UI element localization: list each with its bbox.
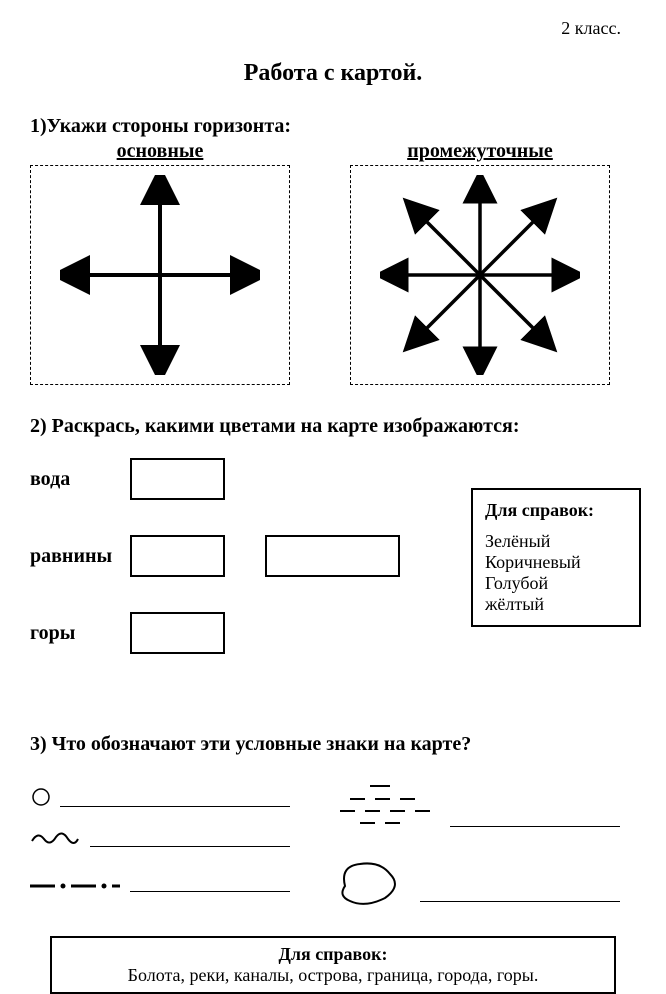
compass-8-box <box>350 165 610 385</box>
q3-heading: 3) Что обозначают эти условные знаки на … <box>30 733 636 756</box>
reference-box-symbols: Для справок: Болота, реки, каналы, остро… <box>50 936 616 994</box>
page-title: Работа с картой. <box>30 60 636 87</box>
q1-label-inter: промежуточные <box>350 140 610 163</box>
compass-4-box <box>30 165 290 385</box>
q1-heading: 1)Укажи стороны горизонта: <box>30 115 636 138</box>
grade-label: 2 класс. <box>561 18 621 39</box>
color-box-plains-2[interactable] <box>265 535 400 577</box>
q2-label-plains: равнины <box>30 545 130 568</box>
ref-title-1: Для справок: <box>485 500 627 521</box>
compass-4-icon <box>60 175 260 375</box>
answer-line-3[interactable] <box>130 891 290 892</box>
color-box-plains-1[interactable] <box>130 535 225 577</box>
q2-label-mountains: горы <box>30 622 130 645</box>
answer-line-4[interactable] <box>450 826 620 827</box>
q1-diagram-row <box>30 165 636 385</box>
ref-color-3: жёлтый <box>485 594 627 615</box>
symbol-wave-icon <box>30 829 80 849</box>
ref-color-1: Коричневый <box>485 552 627 573</box>
q2-area: вода равнины горы Для справок: Зелёный К… <box>30 458 636 718</box>
color-box-water[interactable] <box>130 458 225 500</box>
q1-label-main: основные <box>30 140 290 163</box>
symbol-circle-icon <box>30 786 52 808</box>
color-box-mountains[interactable] <box>130 612 225 654</box>
symbol-marsh-icon <box>330 781 440 831</box>
q3-area <box>30 781 636 931</box>
compass-8-icon <box>380 175 580 375</box>
ref-title-2: Для справок: <box>64 944 602 965</box>
answer-line-1[interactable] <box>60 806 290 807</box>
symbol-dashdot-icon <box>30 881 120 891</box>
ref-color-0: Зелёный <box>485 531 627 552</box>
ref-text-2: Болота, реки, каналы, острова, граница, … <box>64 965 602 986</box>
q2-label-water: вода <box>30 468 130 491</box>
symbol-blob-icon <box>330 856 410 916</box>
q2-heading: 2) Раскрась, какими цветами на карте изо… <box>30 415 636 438</box>
q1-labels-row: основные промежуточные <box>30 140 636 163</box>
reference-box-colors: Для справок: Зелёный Коричневый Голубой … <box>471 488 641 627</box>
answer-line-2[interactable] <box>90 846 290 847</box>
ref-color-2: Голубой <box>485 573 627 594</box>
answer-line-5[interactable] <box>420 901 620 902</box>
